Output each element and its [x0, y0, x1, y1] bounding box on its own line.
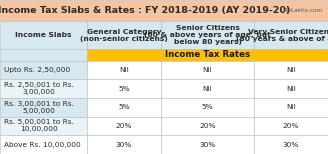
Bar	[87, 117, 161, 135]
Text: 30%: 30%	[116, 142, 132, 148]
Text: Very Senior Citizens
(80 years & above of age): Very Senior Citizens (80 years & above o…	[236, 28, 328, 42]
Bar	[0, 0, 328, 21]
Bar	[254, 21, 328, 49]
Text: 5%: 5%	[118, 104, 130, 110]
Bar	[161, 135, 254, 154]
Text: Nil: Nil	[286, 86, 296, 92]
Bar	[0, 79, 87, 98]
Text: Rs. 5,00,001 to Rs.
10,00,000: Rs. 5,00,001 to Rs. 10,00,000	[4, 120, 74, 132]
Text: ReLakhs.com: ReLakhs.com	[284, 8, 323, 13]
Bar	[254, 61, 328, 79]
Text: Upto Rs. 2,50,000: Upto Rs. 2,50,000	[4, 67, 71, 73]
Bar	[254, 79, 328, 98]
Text: Nil: Nil	[203, 86, 212, 92]
Text: Nil: Nil	[119, 67, 129, 73]
Text: Nil: Nil	[286, 104, 296, 110]
Bar	[161, 98, 254, 117]
Bar	[0, 49, 87, 61]
Text: Rs. 2,50,001 to Rs.
3,00,000: Rs. 2,50,001 to Rs. 3,00,000	[4, 82, 74, 95]
Text: 5%: 5%	[118, 86, 130, 92]
Bar	[161, 117, 254, 135]
Bar	[0, 135, 87, 154]
Text: Rs. 3,00,001 to Rs.
5,00,000: Rs. 3,00,001 to Rs. 5,00,000	[4, 101, 74, 114]
Text: General Category
(non-senior citizens): General Category (non-senior citizens)	[80, 28, 168, 42]
Bar	[161, 61, 254, 79]
Bar	[87, 79, 161, 98]
Text: Income Tax Slabs & Rates : FY 2018-2019 (AY 2019-20): Income Tax Slabs & Rates : FY 2018-2019 …	[0, 6, 291, 15]
Text: Nil: Nil	[286, 67, 296, 73]
Text: Nil: Nil	[203, 67, 212, 73]
Text: 20%: 20%	[115, 123, 132, 129]
Bar	[87, 98, 161, 117]
Bar	[254, 98, 328, 117]
Text: 30%: 30%	[199, 142, 215, 148]
Text: 30%: 30%	[283, 142, 299, 148]
Bar	[87, 49, 328, 61]
Bar	[254, 135, 328, 154]
Bar	[254, 117, 328, 135]
Bar	[0, 21, 87, 49]
Bar	[87, 61, 161, 79]
Text: 20%: 20%	[199, 123, 216, 129]
Bar	[87, 21, 161, 49]
Bar	[87, 135, 161, 154]
Text: Above Rs. 10,00,000: Above Rs. 10,00,000	[4, 142, 81, 148]
Bar	[0, 117, 87, 135]
Bar	[0, 98, 87, 117]
Bar	[161, 79, 254, 98]
Text: 20%: 20%	[283, 123, 299, 129]
Bar	[161, 21, 254, 49]
Text: Income Tax Rates: Income Tax Rates	[165, 50, 250, 59]
Text: 5%: 5%	[202, 104, 213, 110]
Bar	[0, 61, 87, 79]
Text: Senior Citizens
(60 & above years of age, but
below 80 years): Senior Citizens (60 & above years of age…	[144, 25, 271, 45]
Text: Income Slabs: Income Slabs	[15, 32, 72, 38]
